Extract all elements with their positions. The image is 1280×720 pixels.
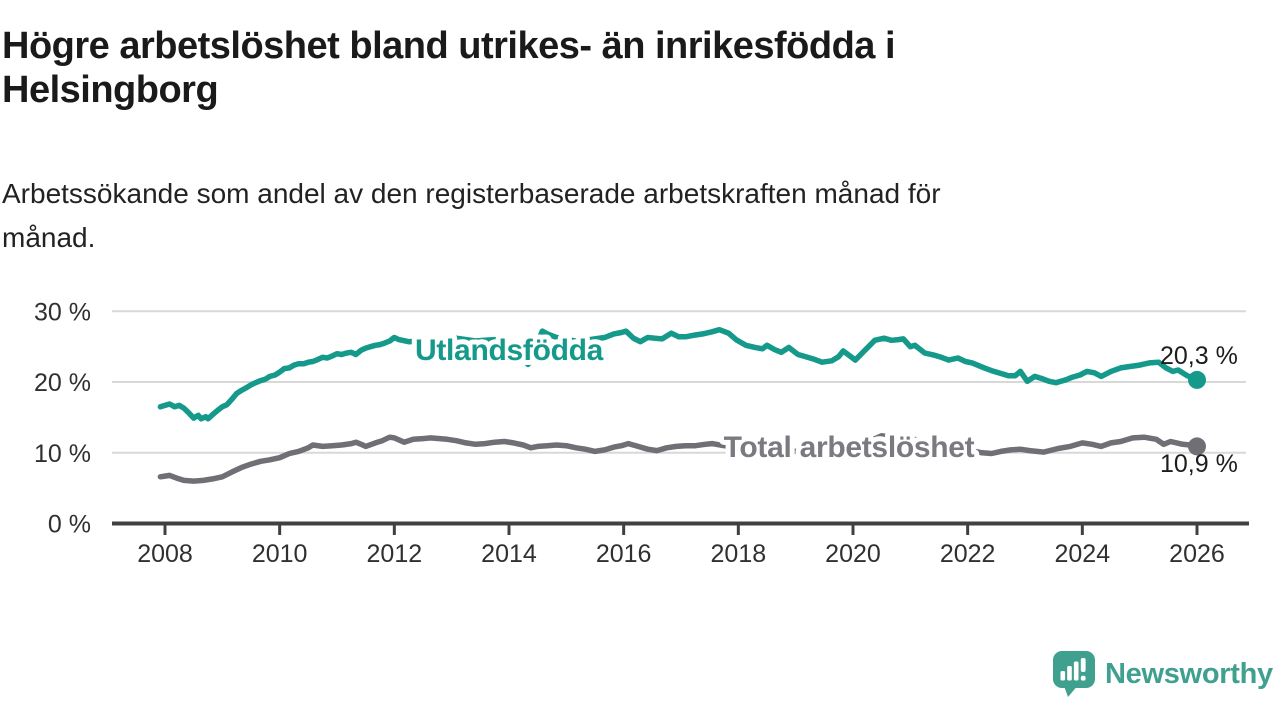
series-line-total <box>157 433 1200 484</box>
page-title-line1: Högre arbetslöshet bland utrikes- än inr… <box>2 25 896 67</box>
x-tick-label-2010: 2010 <box>252 540 308 568</box>
end-dot-total <box>1187 437 1206 456</box>
page-title: Högre arbetslöshet bland utrikes- än inr… <box>2 24 896 112</box>
x-tick-label-2024: 2024 <box>1055 540 1111 568</box>
y-tick-label-10: 10 % <box>34 440 91 468</box>
x-tick-label-2018: 2018 <box>711 540 767 568</box>
x-tick-label-2008: 2008 <box>137 540 193 568</box>
x-tick-label-2012: 2012 <box>367 540 423 568</box>
newsworthy-brand-text: Newsworthy <box>1105 657 1273 690</box>
end-value-label-total: 10,9 % <box>1160 450 1238 478</box>
page-title-line2: Helsingborg <box>2 69 219 111</box>
x-tick-label-2016: 2016 <box>596 540 652 568</box>
series-label-utlandsfodda: Utlandsfödda <box>415 334 604 367</box>
y-tick-label-30: 30 % <box>34 298 91 326</box>
end-dot-utlandsfodda <box>1187 370 1206 389</box>
y-tick-label-0: 0 % <box>48 511 91 539</box>
x-tick-label-2022: 2022 <box>940 540 996 568</box>
series-label-total: Total arbetslöshet <box>724 431 975 464</box>
chart-subtitle: Arbetssökande som andel av den registerb… <box>2 172 941 260</box>
chart-subtitle-line1: Arbetssökande som andel av den registerb… <box>2 178 941 209</box>
x-tick-label-2026: 2026 <box>1169 540 1225 568</box>
series-line-utlandsfodda <box>157 326 1200 422</box>
newsworthy-speech-bubble-chart-icon <box>1053 651 1095 697</box>
chart-subtitle-line2: månad. <box>2 222 96 253</box>
x-tick-label-2020: 2020 <box>825 540 881 568</box>
end-value-label-utlandsfodda: 20,3 % <box>1160 342 1238 370</box>
newsworthy-logo: Newsworthy <box>1052 648 1280 700</box>
x-tick-label-2014: 2014 <box>481 540 537 568</box>
y-tick-label-20: 20 % <box>34 369 91 397</box>
